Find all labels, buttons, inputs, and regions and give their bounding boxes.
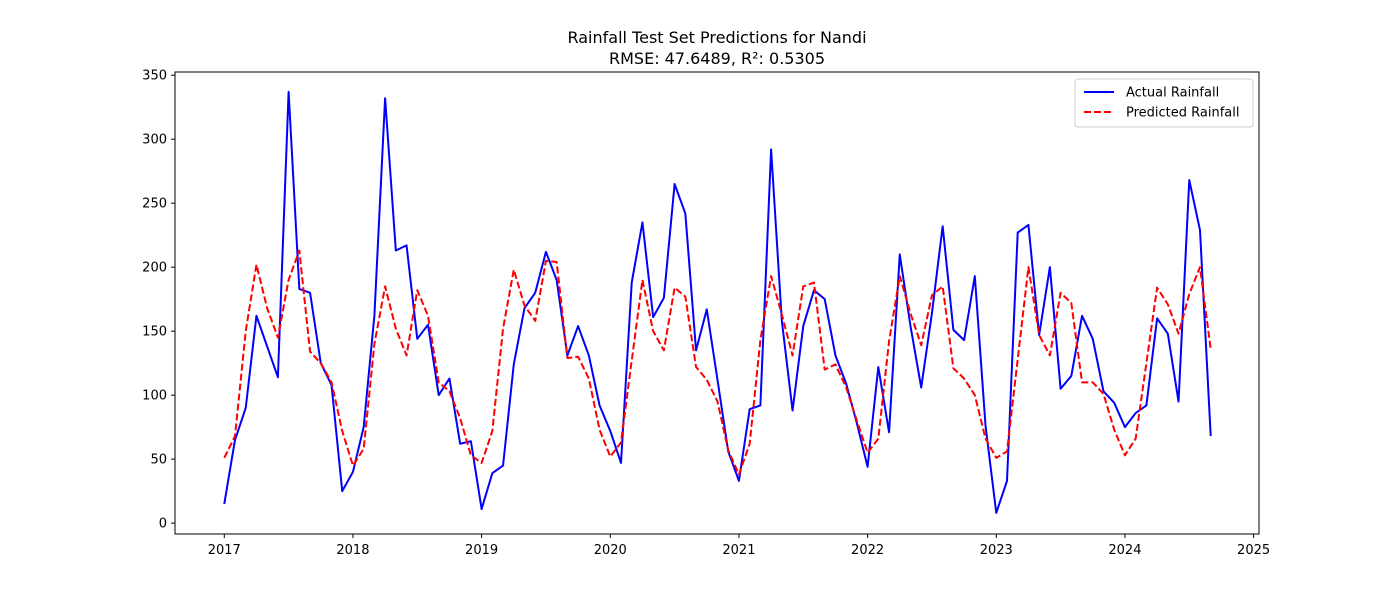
y-tick-label: 200	[142, 261, 167, 276]
x-tick-label: 2018	[336, 543, 369, 558]
x-tick-label: 2022	[851, 543, 884, 558]
x-tick-label: 2020	[594, 543, 627, 558]
y-tick-label: 100	[142, 389, 167, 404]
x-tick-label: 2024	[1108, 543, 1141, 558]
legend-box	[1074, 78, 1254, 128]
legend-label-predicted: Predicted Rainfall	[1126, 106, 1240, 121]
y-tick-label: 350	[142, 69, 167, 84]
y-tick-label: 150	[142, 325, 167, 340]
chart-subtitle: RMSE: 47.6489, R²: 0.5305	[609, 49, 825, 68]
x-tick-label: 2023	[980, 543, 1013, 558]
series-layer	[223, 90, 1212, 514]
y-tick-label: 50	[150, 453, 167, 468]
plot-frame	[174, 71, 1260, 535]
chart-title: Rainfall Test Set Predictions for Nandi	[567, 28, 866, 47]
x-axis-ticks: 2017 2018 2019 2020 2021 2022 2023 2024 2025	[208, 534, 1270, 558]
x-tick-label: 2025	[1237, 543, 1270, 558]
y-tick-label: 0	[159, 517, 167, 532]
legend: Actual Rainfall Predicted Rainfall	[1074, 78, 1254, 128]
x-tick-label: 2019	[465, 543, 498, 558]
y-tick-label: 250	[142, 197, 167, 212]
x-tick-label: 2017	[208, 543, 241, 558]
actual-rainfall-line	[223, 90, 1212, 514]
x-tick-label: 2021	[722, 543, 755, 558]
y-tick-label: 300	[142, 133, 167, 148]
predicted-rainfall-line	[223, 249, 1212, 476]
y-axis-ticks: 0 50 100 150 200 250 300 350	[142, 69, 175, 532]
legend-label-actual: Actual Rainfall	[1126, 86, 1219, 101]
